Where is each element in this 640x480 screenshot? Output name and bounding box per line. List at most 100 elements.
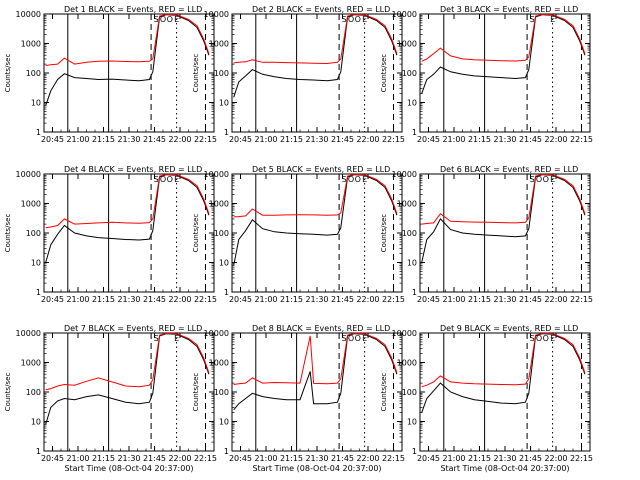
series-group [45,14,210,106]
x-tick-label: 21:30 [117,135,140,144]
series-group [233,333,398,411]
x-tick-label: 21:30 [305,135,328,144]
y-tick-label: 1000 [209,200,229,209]
y-tick-label: 10000 [204,170,229,179]
x-tick-label: 21:15 [92,135,115,144]
x-tick-label: 20:45 [229,454,252,463]
y-tick-label: 1 [224,128,229,137]
x-tick-label: 21:30 [493,295,516,304]
x-tick-label: 21:45 [519,295,542,304]
y-axis-label: Counts/sec [4,373,12,412]
flare-marker: O [536,334,542,343]
y-axis-label: Counts/sec [380,54,388,93]
flare-marker: S [342,15,347,24]
flare-marker: S [342,175,347,184]
events-line [45,333,210,425]
lld-line [421,174,586,225]
x-tick-label: 22:00 [168,295,191,304]
y-tick-label: 10000 [392,329,417,338]
x-axis-label: Start Time (08-Oct-04 20:37:00) [252,464,381,473]
panel-title: Det 3 BLACK = Events, RED = LLD [440,5,578,14]
x-tick-label: 21:00 [254,135,277,144]
x-tick-label: 21:00 [442,295,465,304]
flare-marker: E [174,334,179,343]
x-tick-label: 21:45 [143,135,166,144]
y-tick-label: 10000 [16,170,41,179]
flare-marker: E [362,15,367,24]
flare-marker: S [530,175,535,184]
x-tick-label: 21:45 [143,454,166,463]
y-tick-label: 1 [36,288,41,297]
x-tick-label: 22:15 [194,454,217,463]
x-axis-label: Start Time (08-Oct-04 20:37:00) [440,464,569,473]
y-tick-label: 10000 [16,329,41,338]
x-tick-label: 21:00 [66,454,89,463]
y-tick-label: 1000 [21,359,41,368]
series-group [421,333,586,413]
y-tick-label: 1 [36,128,41,137]
y-tick-label: 1000 [21,200,41,209]
x-axis-label: Start Time (08-Oct-04 20:37:00) [64,464,193,473]
flare-marker: O [160,175,166,184]
x-tick-label: 21:15 [468,454,491,463]
x-tick-label: 22:15 [194,295,217,304]
events-line [421,14,586,94]
flare-marker: S [530,15,535,24]
y-tick-label: 1000 [209,359,229,368]
plot-frame [419,332,591,452]
x-tick-label: 21:15 [468,295,491,304]
panel-title: Det 6 BLACK = Events, RED = LLD [440,165,578,174]
x-tick-label: 20:45 [41,454,64,463]
flare-marker: O [543,334,549,343]
x-tick-label: 21:45 [331,135,354,144]
x-tick-label: 21:45 [143,295,166,304]
x-tick-label: 22:00 [544,135,567,144]
panel-title: Det 7 BLACK = Events, RED = LLD [64,324,202,333]
x-tick-label: 21:30 [305,454,328,463]
plot-frame [231,332,403,452]
flare-marker: E [174,175,179,184]
x-tick-label: 22:00 [544,295,567,304]
flare-marker: E [550,334,555,343]
y-axis-label: Counts/sec [192,54,200,93]
series-group [45,333,210,425]
x-tick-label: 20:45 [229,135,252,144]
flare-marker: E [550,15,555,24]
flare-marker: O [348,15,354,24]
flare-marker: O [167,15,173,24]
panel-title: Det 2 BLACK = Events, RED = LLD [252,5,390,14]
y-tick-label: 10000 [204,329,229,338]
panel-3: Det 3 BLACK = Events, RED = LLD Counts/se… [380,5,593,144]
y-tick-label: 1 [412,128,417,137]
flare-marker: O [543,175,549,184]
panel-9: Det 9 BLACK = Events, RED = LLD Counts/se… [380,324,593,473]
y-axis-label: Counts/sec [192,214,200,253]
y-tick-label: 1 [224,447,229,456]
panel-title: Det 8 BLACK = Events, RED = LLD [252,324,390,333]
x-tick-label: 22:00 [168,135,191,144]
plot-frame [231,173,403,293]
y-tick-label: 10000 [392,10,417,19]
x-tick-label: 21:15 [92,295,115,304]
y-tick-label: 10 [407,99,417,108]
y-tick-label: 10 [407,418,417,427]
plot-frame [419,13,591,133]
y-tick-label: 100 [402,229,417,238]
x-tick-label: 21:00 [254,454,277,463]
x-tick-label: 22:15 [382,454,405,463]
panel-5: Det 5 BLACK = Events, RED = LLD Counts/se… [192,165,405,304]
y-tick-label: 100 [214,229,229,238]
y-tick-label: 1000 [209,40,229,49]
x-tick-label: 21:00 [66,135,89,144]
panel-6: Det 6 BLACK = Events, RED = LLD Counts/se… [380,165,593,304]
flare-marker: E [362,334,367,343]
x-tick-label: 22:00 [356,295,379,304]
x-tick-label: 20:45 [417,454,440,463]
lld-line [233,174,398,218]
flare-marker: S [154,175,159,184]
plot-frame [419,173,591,293]
x-tick-label: 21:30 [117,295,140,304]
flare-marker: O [355,175,361,184]
events-line [233,174,398,266]
